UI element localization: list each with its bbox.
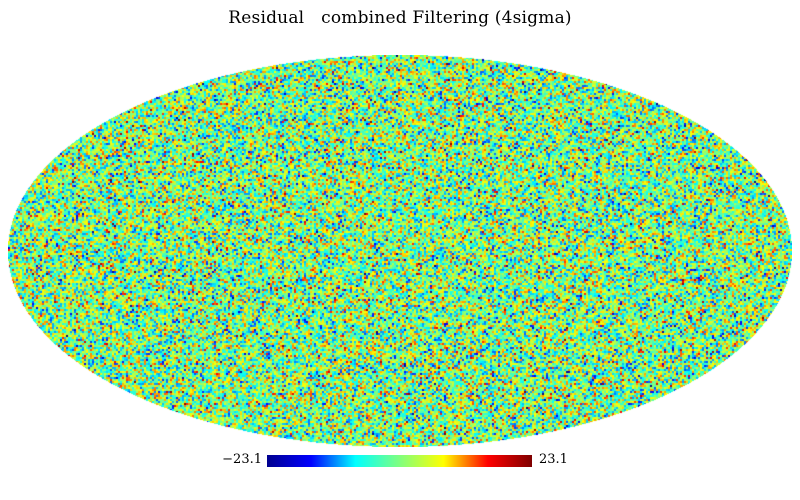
residual-map-canvas — [8, 55, 792, 447]
mollweide-sky-map — [8, 55, 792, 447]
colorbar-gradient — [267, 455, 532, 467]
colorbar-max-label: 23.1 — [539, 452, 568, 467]
map-title: Residual combined Filtering (4sigma) — [228, 8, 572, 28]
colorbar: −23.1 23.1 — [0, 452, 800, 472]
colorbar-min-label: −23.1 — [222, 452, 262, 467]
